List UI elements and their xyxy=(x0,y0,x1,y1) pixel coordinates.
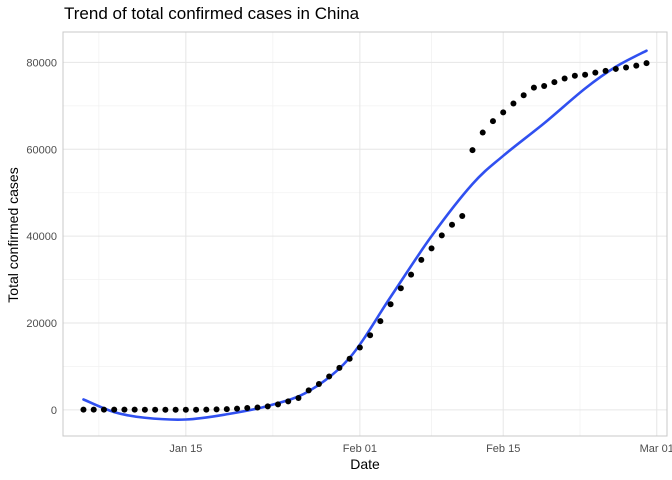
data-point xyxy=(367,332,374,339)
data-point xyxy=(336,364,343,371)
trend-line xyxy=(82,49,648,421)
data-point xyxy=(100,406,107,413)
minor-gridlines xyxy=(63,32,667,436)
data-point xyxy=(203,406,210,413)
data-point xyxy=(182,406,189,413)
data-point xyxy=(121,406,128,413)
data-point xyxy=(162,406,169,413)
data-point xyxy=(285,398,292,405)
data-point xyxy=(356,344,363,351)
chart-title: Trend of total confirmed cases in China xyxy=(64,4,360,23)
major-gridlines xyxy=(63,32,667,436)
data-point xyxy=(623,64,630,71)
data-point xyxy=(551,79,558,86)
data-point xyxy=(643,60,650,67)
data-point xyxy=(510,100,517,107)
data-point xyxy=(520,92,527,99)
data-point xyxy=(571,72,578,79)
data-point xyxy=(541,82,548,89)
data-point xyxy=(305,387,312,394)
data-point xyxy=(500,109,507,116)
data-point xyxy=(223,406,230,413)
data-point xyxy=(479,129,486,136)
data-point xyxy=(193,406,200,413)
x-tick-labels: Jan 15 Feb 01 Feb 15 Mar 01 xyxy=(169,443,672,455)
x-tick-label: Mar 01 xyxy=(640,443,672,455)
y-tick-label: 60000 xyxy=(26,144,57,156)
panel-border xyxy=(62,31,668,437)
data-point xyxy=(80,406,87,413)
y-tick-label: 0 xyxy=(51,405,57,417)
data-point xyxy=(234,405,241,412)
data-point xyxy=(111,406,118,413)
data-point xyxy=(346,355,353,362)
data-point xyxy=(172,406,179,413)
x-axis-label: Date xyxy=(350,456,380,472)
y-tick-label: 80000 xyxy=(26,57,57,69)
data-point xyxy=(428,245,435,252)
data-point xyxy=(264,403,271,410)
data-point xyxy=(592,69,599,76)
data-point xyxy=(131,406,138,413)
y-tick-label: 40000 xyxy=(26,231,57,243)
data-point xyxy=(582,71,589,78)
data-point xyxy=(387,301,394,308)
data-point xyxy=(326,373,333,380)
data-point xyxy=(612,65,619,72)
data-point xyxy=(469,147,476,154)
data-point xyxy=(530,84,537,91)
y-tick-labels: 0 20000 40000 60000 80000 xyxy=(26,57,57,417)
data-point xyxy=(295,395,302,402)
data-point xyxy=(244,405,251,412)
data-point xyxy=(449,221,456,228)
data-point xyxy=(633,62,640,69)
data-point xyxy=(141,406,148,413)
data-point xyxy=(489,118,496,125)
data-point xyxy=(254,404,261,411)
y-tick-label: 20000 xyxy=(26,318,57,330)
x-tick-label: Jan 15 xyxy=(169,443,202,455)
x-tick-label: Feb 01 xyxy=(343,443,377,455)
data-point xyxy=(459,212,466,219)
data-point xyxy=(418,256,425,263)
points-layer xyxy=(80,60,650,413)
trend-line-layer xyxy=(82,49,648,421)
data-point xyxy=(90,406,97,413)
y-axis-label: Total confirmed cases xyxy=(5,167,21,303)
data-point xyxy=(602,67,609,74)
x-tick-label: Feb 15 xyxy=(486,443,520,455)
data-point xyxy=(561,75,568,82)
data-point xyxy=(408,271,415,278)
data-point xyxy=(152,406,159,413)
data-point xyxy=(377,318,384,325)
data-point xyxy=(397,285,404,292)
data-point xyxy=(213,406,220,413)
data-point xyxy=(438,232,445,239)
data-point xyxy=(315,380,322,387)
data-point xyxy=(274,401,281,408)
